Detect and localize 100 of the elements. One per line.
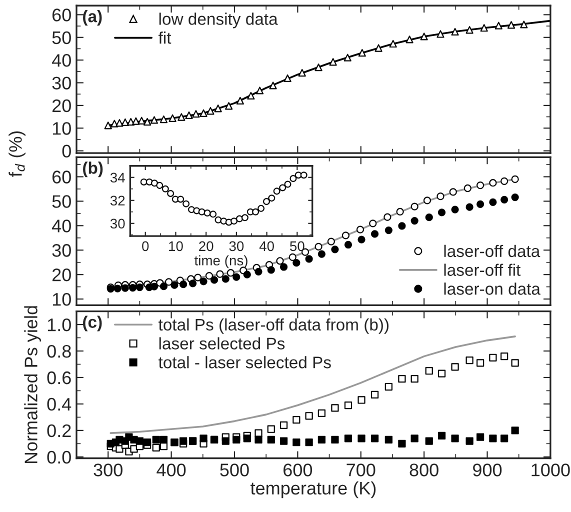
point xyxy=(438,370,446,378)
point xyxy=(358,434,366,442)
point xyxy=(480,24,488,32)
annotation: (a) xyxy=(83,10,102,26)
y-tick-label: 0.0 xyxy=(47,450,71,464)
point xyxy=(520,20,528,28)
point xyxy=(398,375,406,383)
point xyxy=(425,214,433,222)
point xyxy=(198,208,206,216)
point xyxy=(284,74,292,82)
point xyxy=(252,208,260,216)
point xyxy=(314,64,322,72)
point xyxy=(396,208,404,216)
legend-label: total Ps (laser-off data from (b)) xyxy=(158,318,389,334)
legend-label: total - laser selected Ps xyxy=(158,356,331,368)
annotation: (c) xyxy=(83,316,102,332)
point xyxy=(232,436,240,444)
y-axis-title: f$_{d}$ (%) xyxy=(8,131,26,177)
y-tick-label: 40 xyxy=(52,220,71,232)
y-tick-label: 34 xyxy=(110,172,125,183)
point xyxy=(160,436,168,444)
point xyxy=(205,272,214,280)
point xyxy=(241,214,248,222)
point xyxy=(384,436,392,444)
legend-label: laser-off fit xyxy=(444,264,521,276)
point xyxy=(168,114,176,122)
point xyxy=(464,184,472,192)
point xyxy=(216,270,224,278)
point xyxy=(210,276,218,284)
point xyxy=(222,437,230,445)
point xyxy=(318,250,326,258)
point xyxy=(466,26,474,34)
point xyxy=(236,96,244,104)
point xyxy=(288,253,296,262)
point xyxy=(466,437,474,445)
point xyxy=(410,202,418,210)
point xyxy=(280,263,288,271)
point xyxy=(370,230,379,238)
point xyxy=(344,401,352,410)
point xyxy=(410,216,418,225)
point xyxy=(298,68,306,77)
point xyxy=(262,198,270,206)
point xyxy=(331,246,339,254)
point xyxy=(226,269,235,277)
point xyxy=(384,382,392,391)
y-tick-label: 20 xyxy=(52,99,71,112)
point xyxy=(494,22,502,30)
point xyxy=(258,204,265,212)
y-tick-label: 32 xyxy=(110,196,125,206)
y-tick-label: 0.4 xyxy=(47,398,72,411)
y-tick-label: 0.8 xyxy=(47,344,71,358)
point xyxy=(152,444,160,452)
line-series xyxy=(110,336,516,434)
point xyxy=(160,282,168,290)
point xyxy=(188,280,197,288)
point xyxy=(331,436,339,444)
point xyxy=(329,58,337,66)
point xyxy=(185,111,193,120)
point xyxy=(254,268,262,276)
point xyxy=(344,240,352,249)
point xyxy=(410,434,418,442)
x-tick-label: 300 xyxy=(94,464,122,476)
legend-label: laser-on data xyxy=(444,282,540,295)
legend-label: low density data xyxy=(159,12,278,28)
point xyxy=(136,283,144,292)
point xyxy=(511,193,519,202)
point xyxy=(358,49,366,57)
point xyxy=(256,86,264,94)
x-axis-title: temperature (K) xyxy=(250,481,376,498)
y-tick-label: 60 xyxy=(52,8,71,22)
annotation: (b) xyxy=(83,162,103,178)
y-tick-label: 0 xyxy=(62,144,71,158)
point xyxy=(138,116,146,124)
point xyxy=(292,438,300,446)
point xyxy=(224,102,233,110)
legend-label: laser-off data xyxy=(444,244,540,258)
point xyxy=(489,434,497,442)
point xyxy=(204,210,211,217)
point xyxy=(389,40,397,48)
point xyxy=(116,119,124,127)
point xyxy=(476,359,484,367)
point xyxy=(451,28,459,36)
point xyxy=(279,184,286,192)
point xyxy=(254,429,262,437)
x-tick-label: 400 xyxy=(156,464,186,476)
point xyxy=(410,375,418,383)
point xyxy=(178,113,186,121)
point xyxy=(300,172,308,179)
point xyxy=(370,434,379,442)
x-tick-label: 700 xyxy=(346,464,376,476)
point xyxy=(500,196,508,204)
point xyxy=(318,436,326,444)
point xyxy=(406,36,414,44)
y-tick-label: 30 xyxy=(110,218,125,229)
point xyxy=(500,434,508,442)
x-tick-label: 30 xyxy=(229,241,244,252)
y-tick-label: 0.6 xyxy=(47,371,71,384)
y-tick-label: 1.0 xyxy=(48,318,71,332)
point xyxy=(451,206,459,214)
y-tick-label: 10 xyxy=(52,122,71,135)
